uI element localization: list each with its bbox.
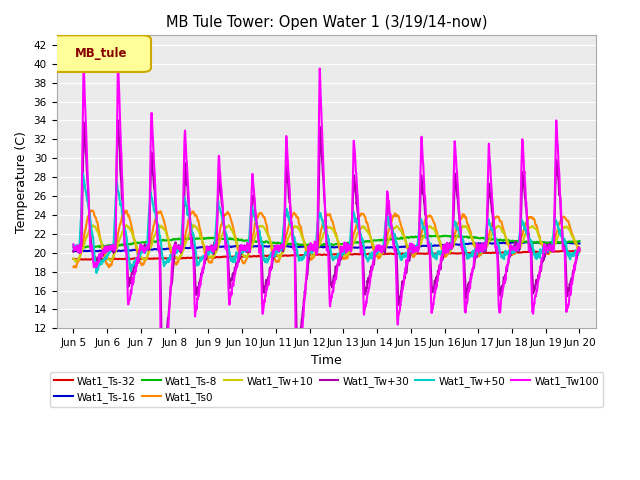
Wat1_Ts-32 bbox=[127, 256, 135, 262]
Wat1_Tw+50 bbox=[70, 242, 77, 248]
Wat1_Ts0 bbox=[286, 217, 294, 223]
Wat1_Ts-32 bbox=[511, 250, 519, 255]
Wat1_Tw+50 bbox=[575, 245, 583, 251]
Wat1_Tw+30 bbox=[566, 282, 573, 288]
Line: Wat1_Tw+30: Wat1_Tw+30 bbox=[74, 120, 579, 378]
Wat1_Tw+10 bbox=[511, 249, 519, 255]
Line: Wat1_Tw+50: Wat1_Tw+50 bbox=[74, 173, 579, 273]
Wat1_Tw+50 bbox=[286, 217, 294, 223]
Wat1_Ts0 bbox=[157, 211, 165, 217]
Wat1_Ts-32 bbox=[70, 256, 77, 262]
Wat1_Ts0 bbox=[123, 208, 131, 214]
Wat1_Tw100 bbox=[264, 281, 271, 287]
Wat1_Tw+30 bbox=[264, 277, 271, 283]
Wat1_Ts0 bbox=[575, 249, 583, 254]
Line: Wat1_Ts-8: Wat1_Ts-8 bbox=[74, 235, 579, 248]
Wat1_Tw+50 bbox=[79, 170, 87, 176]
Wat1_Ts-8 bbox=[285, 241, 293, 247]
Wat1_Tw+10 bbox=[286, 232, 294, 238]
Wat1_Ts-8 bbox=[264, 240, 271, 245]
Wat1_Ts-16 bbox=[575, 240, 583, 246]
Wat1_Ts-16 bbox=[566, 240, 573, 246]
Wat1_Tw100 bbox=[127, 290, 135, 296]
Wat1_Tw+30 bbox=[114, 117, 122, 123]
Wat1_Tw100 bbox=[286, 188, 294, 193]
Wat1_Ts-16 bbox=[523, 239, 531, 245]
Wat1_Tw+30 bbox=[70, 249, 77, 255]
Wat1_Ts-16 bbox=[157, 246, 165, 252]
Wat1_Tw+50 bbox=[511, 245, 519, 251]
Wat1_Ts-16 bbox=[88, 249, 96, 254]
Wat1_Ts-8 bbox=[511, 239, 519, 244]
Wat1_Ts0 bbox=[127, 223, 135, 228]
Wat1_Tw+30 bbox=[511, 240, 519, 246]
Wat1_Ts-8 bbox=[575, 238, 583, 244]
Wat1_Tw+50 bbox=[157, 246, 165, 252]
Wat1_Ts-8 bbox=[157, 238, 165, 243]
Wat1_Tw+50 bbox=[264, 258, 271, 264]
Line: Wat1_Ts-32: Wat1_Ts-32 bbox=[74, 251, 579, 260]
Legend: Wat1_Ts-32, Wat1_Ts-16, Wat1_Ts-8, Wat1_Ts0, Wat1_Tw+10, Wat1_Tw+30, Wat1_Tw+50,: Wat1_Ts-32, Wat1_Ts-16, Wat1_Ts-8, Wat1_… bbox=[50, 372, 603, 407]
Line: Wat1_Tw100: Wat1_Tw100 bbox=[74, 63, 579, 434]
Wat1_Tw100 bbox=[114, 60, 122, 66]
Y-axis label: Temperature (C): Temperature (C) bbox=[15, 131, 28, 233]
X-axis label: Time: Time bbox=[311, 354, 342, 367]
Wat1_Tw100 bbox=[157, 416, 165, 421]
Wat1_Tw100 bbox=[158, 431, 166, 437]
Wat1_Tw+30 bbox=[286, 199, 294, 205]
Wat1_Ts0 bbox=[72, 264, 80, 270]
Wat1_Ts-32 bbox=[566, 249, 573, 254]
Wat1_Tw+30 bbox=[127, 273, 135, 278]
Wat1_Tw+50 bbox=[127, 263, 135, 268]
Wat1_Ts-16 bbox=[70, 248, 77, 253]
Line: Wat1_Ts-16: Wat1_Ts-16 bbox=[74, 242, 579, 252]
Wat1_Tw100 bbox=[70, 241, 77, 247]
Wat1_Tw100 bbox=[575, 246, 583, 252]
Wat1_Tw+10 bbox=[566, 228, 573, 233]
Wat1_Ts-8 bbox=[127, 241, 135, 247]
Wat1_Ts-32 bbox=[285, 252, 293, 258]
Wat1_Tw+10 bbox=[127, 228, 135, 234]
Wat1_Ts-8 bbox=[80, 245, 88, 251]
FancyBboxPatch shape bbox=[51, 36, 151, 72]
Wat1_Ts0 bbox=[511, 249, 519, 255]
Wat1_Tw+50 bbox=[566, 256, 573, 262]
Wat1_Ts-32 bbox=[86, 257, 93, 263]
Wat1_Tw+30 bbox=[159, 375, 166, 381]
Wat1_Tw100 bbox=[566, 289, 573, 295]
Wat1_Tw+30 bbox=[157, 323, 165, 329]
Line: Wat1_Tw+10: Wat1_Tw+10 bbox=[74, 225, 579, 262]
Wat1_Tw+10 bbox=[189, 222, 197, 228]
Wat1_Tw+10 bbox=[70, 256, 77, 262]
Wat1_Tw+10 bbox=[72, 259, 79, 264]
Wat1_Tw100 bbox=[511, 247, 519, 252]
Wat1_Tw+10 bbox=[264, 232, 271, 238]
Wat1_Tw+10 bbox=[575, 246, 583, 252]
Wat1_Ts-32 bbox=[572, 248, 579, 253]
Wat1_Tw+30 bbox=[575, 246, 583, 252]
Wat1_Ts-16 bbox=[264, 244, 271, 250]
Wat1_Ts0 bbox=[70, 264, 77, 270]
Line: Wat1_Ts0: Wat1_Ts0 bbox=[74, 211, 579, 267]
Wat1_Ts-8 bbox=[566, 239, 573, 244]
Wat1_Ts0 bbox=[566, 224, 573, 229]
Wat1_Ts-16 bbox=[511, 240, 519, 246]
Wat1_Tw+50 bbox=[93, 270, 100, 276]
Wat1_Ts-8 bbox=[454, 232, 461, 238]
Wat1_Ts-32 bbox=[575, 248, 583, 254]
Wat1_Tw+10 bbox=[157, 224, 165, 229]
Wat1_Ts0 bbox=[264, 231, 271, 237]
Wat1_Ts-16 bbox=[127, 248, 135, 253]
Wat1_Ts-16 bbox=[285, 243, 293, 249]
Text: MB_tule: MB_tule bbox=[75, 48, 127, 60]
Wat1_Ts-8 bbox=[70, 244, 77, 250]
Title: MB Tule Tower: Open Water 1 (3/19/14-now): MB Tule Tower: Open Water 1 (3/19/14-now… bbox=[166, 15, 487, 30]
Wat1_Ts-32 bbox=[264, 253, 271, 259]
Wat1_Ts-32 bbox=[157, 255, 165, 261]
